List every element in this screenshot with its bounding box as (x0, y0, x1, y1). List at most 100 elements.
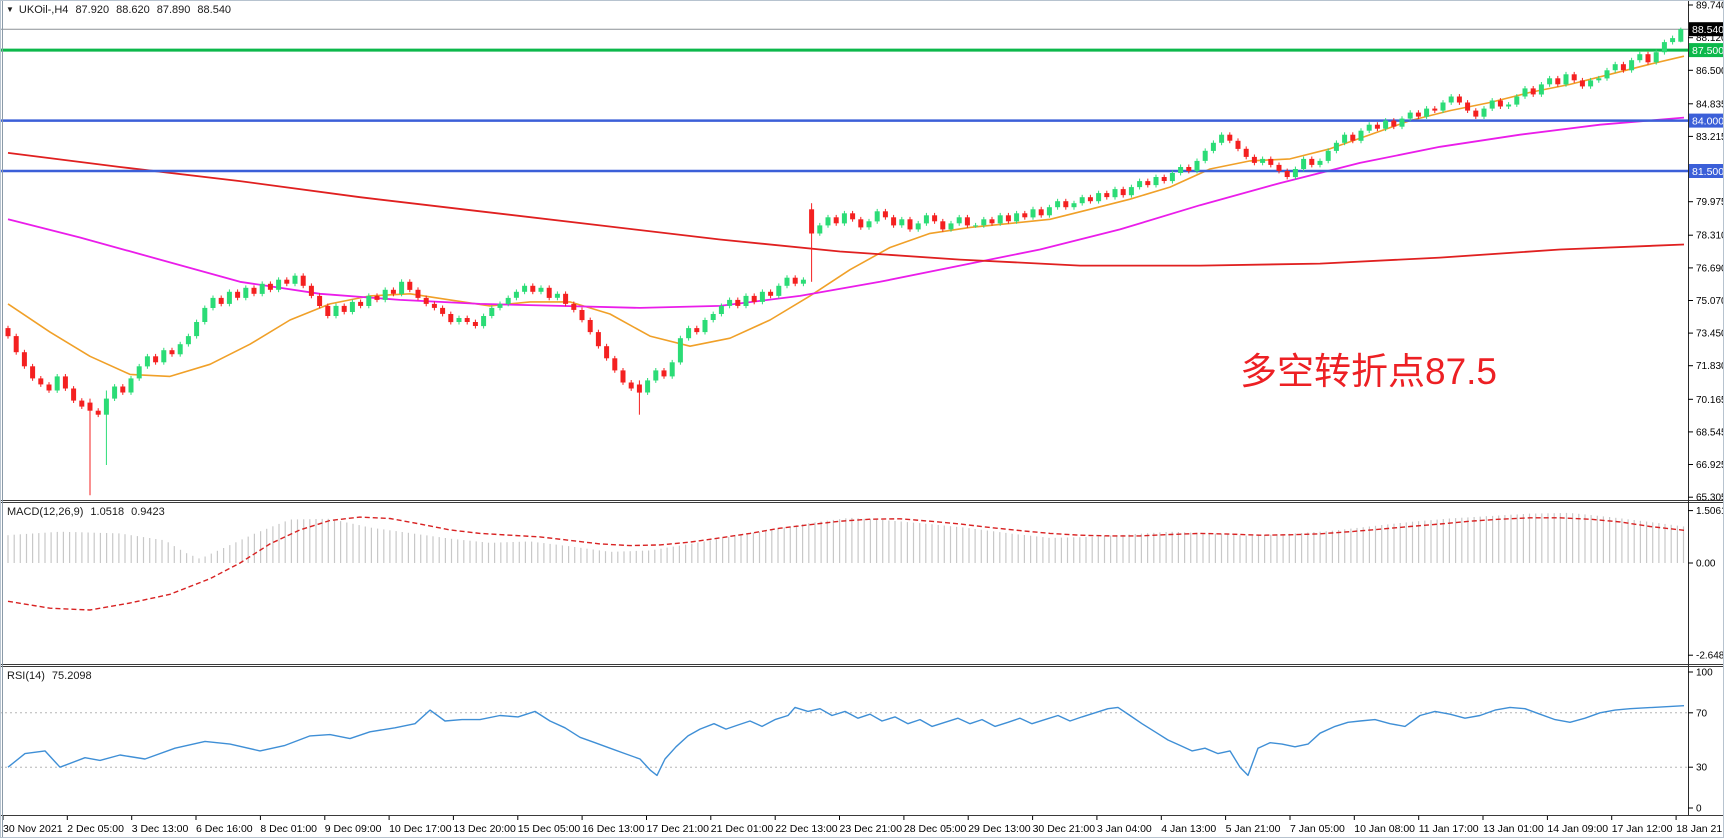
time-axis-label: 4 Jan 13:00 (1161, 823, 1216, 835)
rsi-name: RSI(14) (7, 670, 45, 682)
time-axis-label: 11 Jan 17:00 (1419, 823, 1479, 835)
candle-body (1530, 88, 1536, 95)
macd-name: MACD(12,26,9) (7, 506, 84, 518)
axis-tick-label: 1.5061 (1696, 506, 1724, 517)
time-axis-label: 5 Jan 21:00 (1226, 823, 1281, 835)
candle-body (1104, 193, 1110, 198)
candle-body (308, 285, 314, 296)
axis-tick-label: 78.310 (1696, 231, 1724, 242)
rsi-line (7, 705, 1685, 777)
time-axis-label: 30 Nov 2021 (3, 823, 63, 835)
candle-body (497, 303, 503, 308)
candle-body (1063, 201, 1069, 208)
level-price-badge-text: 84.000 (1692, 115, 1724, 127)
time-axis-label: 16 Dec 13:00 (582, 823, 645, 835)
candle-body (1424, 108, 1430, 117)
candle-body (259, 283, 265, 294)
candle-body (235, 291, 241, 298)
macd-signal-line (7, 516, 1685, 611)
time-axis-label: 6 Dec 16:00 (196, 823, 253, 835)
candle-body (1128, 187, 1134, 196)
candle-body (5, 328, 11, 337)
candle-body (489, 307, 495, 316)
candle-body (1366, 124, 1372, 131)
candle-body (1473, 110, 1479, 117)
axis-tick-label: 68.545 (1696, 427, 1724, 438)
symbol-dropdown-icon[interactable]: ▼ (6, 5, 14, 14)
candle-body (612, 358, 618, 371)
candle-body (563, 293, 569, 304)
candle-body (1358, 130, 1364, 141)
candle-body (973, 225, 979, 227)
ma-slow-red (7, 152, 1685, 267)
candle-body (267, 283, 273, 290)
axis-tick-label: 79.975 (1696, 197, 1724, 208)
candle-body (218, 297, 224, 304)
candle-body (1210, 142, 1216, 151)
candle-body (1637, 54, 1643, 61)
candle-body (300, 275, 306, 286)
candle-body (144, 356, 150, 367)
candle-body (79, 400, 85, 407)
candle-body (1342, 134, 1348, 143)
axis-tick-label: 84.835 (1696, 99, 1724, 110)
candle-body (62, 376, 68, 389)
axis-tick-label: -2.6487 (1696, 651, 1724, 662)
time-axis-label: 29 Dec 13:00 (968, 823, 1031, 835)
candle-body (251, 287, 257, 294)
candle-body (768, 291, 774, 296)
candle-body (899, 219, 905, 226)
time-axis-label: 28 Dec 05:00 (904, 823, 967, 835)
time-axis-label: 7 Jan 05:00 (1290, 823, 1345, 835)
candle-body (341, 305, 347, 312)
ohlc-low: 87.890 (156, 4, 191, 16)
candle-body (1005, 215, 1011, 222)
candle-body (366, 295, 372, 306)
candle-body (1292, 169, 1298, 178)
candle-body (554, 293, 560, 298)
candle-body (1563, 74, 1569, 85)
ma-mid-magenta (7, 116, 1685, 309)
candle-body (702, 320, 708, 333)
time-axis-label: 3 Dec 13:00 (132, 823, 189, 835)
candle-body (1506, 104, 1512, 107)
candle-body (1038, 209, 1044, 216)
candle-body (1678, 29, 1684, 42)
candle-body (1465, 102, 1471, 111)
candle-body (1243, 148, 1249, 157)
candle-body (1079, 197, 1085, 204)
candle-body (636, 384, 642, 393)
candle-body (727, 299, 733, 306)
candle-body (833, 217, 839, 224)
candle-body (333, 305, 339, 316)
candle-body (481, 316, 487, 327)
candle-body (1219, 134, 1225, 143)
candle-body (1309, 158, 1315, 165)
candle-body (185, 336, 191, 345)
candle-body (866, 221, 872, 228)
candle-body (448, 314, 454, 323)
candle-body (1276, 164, 1282, 171)
candle-body (153, 356, 159, 363)
candle-body (858, 219, 864, 228)
time-axis-label: 9 Dec 09:00 (325, 823, 382, 835)
candle-body (653, 370, 659, 381)
price-axis[interactable] (1689, 0, 1724, 815)
candle-body (1670, 38, 1676, 43)
candle-body (284, 279, 290, 284)
candle-body (1251, 156, 1257, 163)
candle-body (472, 322, 478, 326)
candle-body (686, 328, 692, 339)
candle-body (464, 318, 470, 322)
candle-body (1096, 193, 1102, 202)
time-axis-label: 13 Dec 20:00 (453, 823, 516, 835)
candle-body (1014, 213, 1020, 222)
candle-body (1612, 64, 1618, 71)
time-axis[interactable] (0, 816, 1688, 838)
candle-body (792, 277, 798, 284)
candle-body (423, 297, 429, 304)
candle-body (1415, 112, 1421, 117)
candle-body (1645, 54, 1651, 63)
candle-body (538, 287, 544, 292)
